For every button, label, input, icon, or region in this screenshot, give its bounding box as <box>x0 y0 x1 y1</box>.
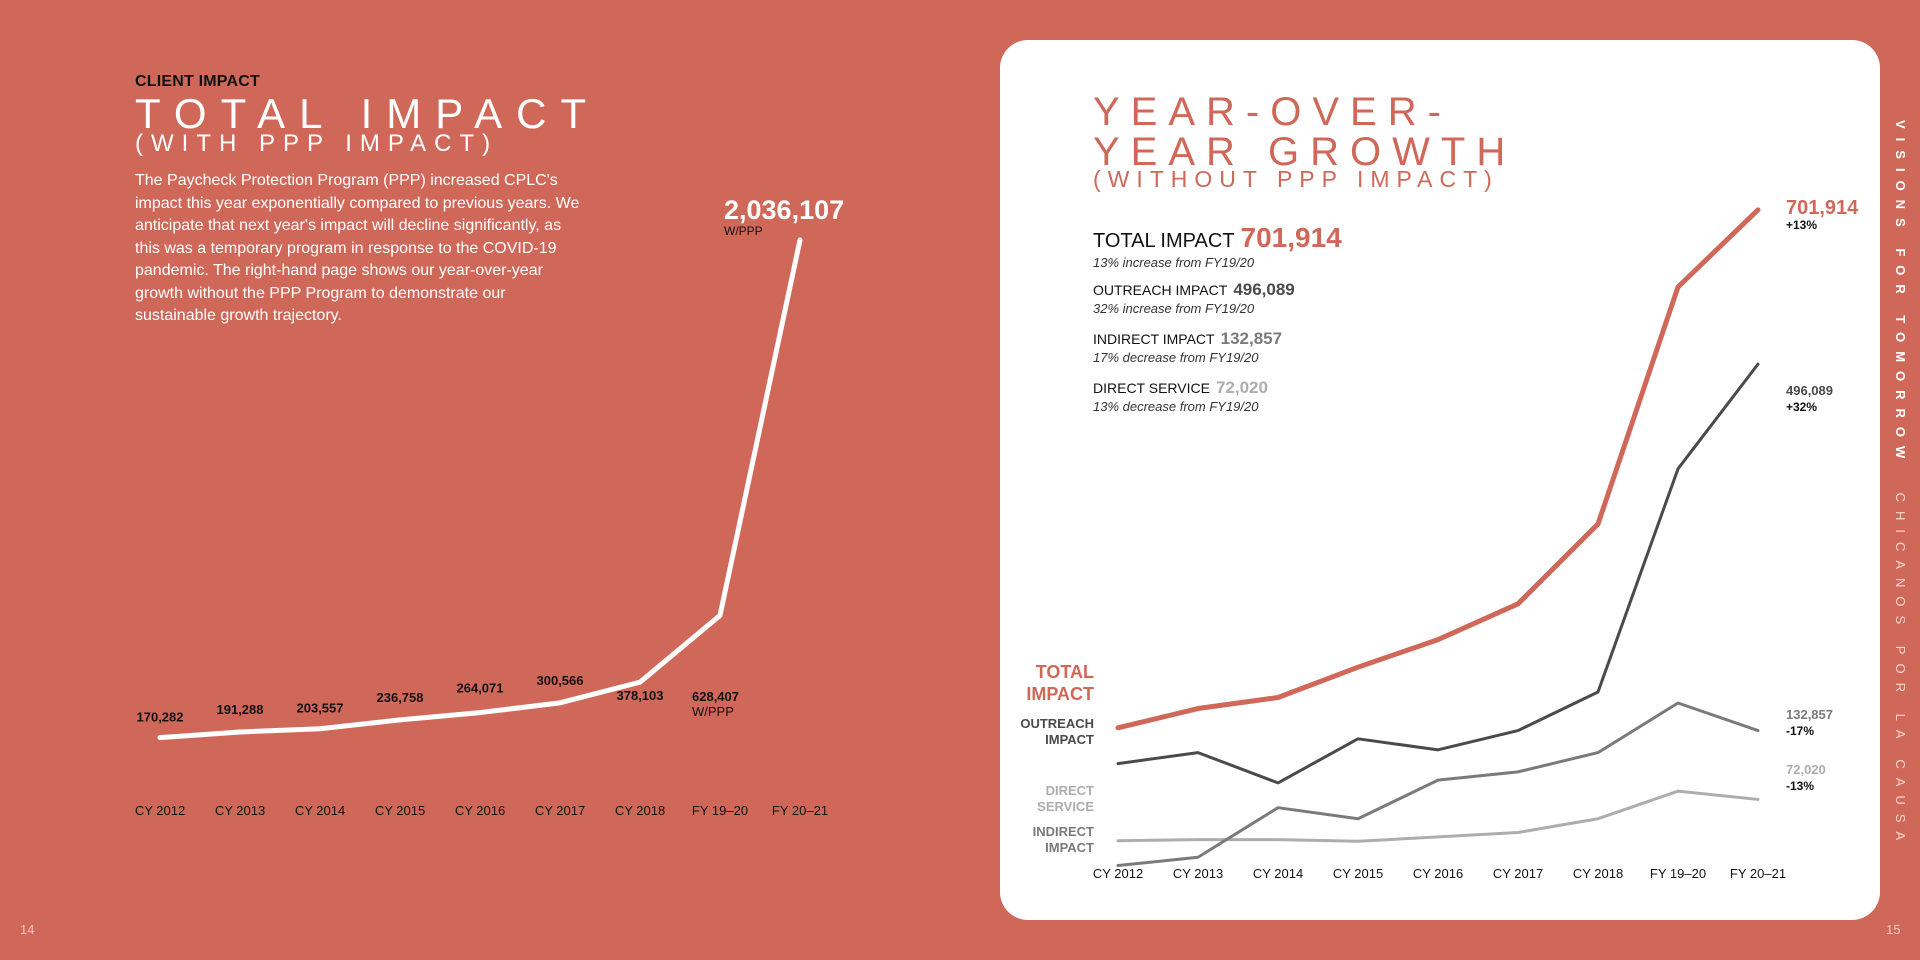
series-label-line: TOTAL <box>1036 662 1094 682</box>
stat-value: 701,914 <box>1240 222 1342 253</box>
page-subtitle: (WITH PPP IMPACT) <box>135 130 499 157</box>
x-tick-label: CY 2017 <box>1493 866 1543 881</box>
side-tagline-bold: VISIONS FOR TOMORROW <box>1893 120 1908 468</box>
total-impact-with-ppp-chart: CY 2012 CY 2013 CY 2014 CY 2015 CY 2016 CY 20… <box>135 195 844 818</box>
series-line <box>1115 207 1761 731</box>
side-tagline-light: CHICANOS POR LA CAUSA <box>1893 492 1908 850</box>
series-label-line: IMPACT <box>1045 840 1094 855</box>
end-value-label: 72,020 <box>1786 762 1826 777</box>
page-number-right: 15 <box>1886 922 1901 937</box>
end-change-label: -13% <box>1786 779 1814 793</box>
data-label-suffix: W/PPP <box>724 224 763 238</box>
growth-title: YEAR-OVER- YEAR GROWTH <box>1093 92 1516 172</box>
data-label: 191,288 <box>217 702 264 717</box>
body-paragraph: The Paycheck Protection Program (PPP) in… <box>135 172 580 324</box>
stat-note: 13% increase from FY19/20 <box>1093 255 1255 270</box>
stat-total-impact: TOTAL IMPACT 701,914 13% increase from FY… <box>1093 222 1342 270</box>
series-line <box>157 237 803 741</box>
data-label: 300,566 <box>537 673 584 688</box>
series-label-line: SERVICE <box>1037 799 1094 814</box>
x-tick-label: FY 19–20 <box>1650 866 1706 881</box>
page-title: TOTAL IMPACT <box>135 90 601 137</box>
x-tick-label: CY 2012 <box>135 803 185 818</box>
series-line <box>1116 362 1760 785</box>
data-label: 628,407 <box>692 689 739 704</box>
side-tagline: VISIONS FOR TOMORROW CHICANOS POR LA CAU… <box>1888 120 1908 860</box>
x-tick-label: CY 2013 <box>1173 866 1223 881</box>
end-value-label: 132,857 <box>1786 707 1833 722</box>
stat-label: INDIRECT IMPACT <box>1093 331 1215 347</box>
x-tick-label: CY 2017 <box>535 803 585 818</box>
stat-value: 132,857 <box>1220 329 1283 348</box>
stat-outreach-impact: OUTREACH IMPACT 496,089 32% increase from… <box>1093 280 1295 316</box>
end-value-label: 701,914 <box>1786 197 1859 219</box>
x-tick-label: CY 2013 <box>215 803 265 818</box>
x-tick-label: CY 2016 <box>1413 866 1463 881</box>
growth-panel <box>1000 40 1880 920</box>
stat-label: OUTREACH IMPACT <box>1093 282 1228 298</box>
data-label: 2,036,107 <box>724 195 844 225</box>
x-tick-label: CY 2015 <box>1333 866 1383 881</box>
x-tick-label: CY 2012 <box>1093 866 1143 881</box>
stat-value: 496,089 <box>1233 280 1295 299</box>
data-label: 170,282 <box>137 710 184 725</box>
end-change-label: +13% <box>1786 218 1817 232</box>
x-tick-label: CY 2018 <box>615 803 665 818</box>
x-tick-label: FY 19–20 <box>692 803 748 818</box>
data-label: 203,557 <box>297 701 344 716</box>
series-label-line: IMPACT <box>1045 732 1094 747</box>
stat-label: TOTAL IMPACT <box>1093 230 1235 252</box>
stat-note: 32% increase from FY19/20 <box>1093 301 1255 316</box>
growth-title-line-2: YEAR GROWTH <box>1093 130 1517 174</box>
stat-note: 13% decrease from FY19/20 <box>1093 399 1259 414</box>
stat-note: 17% decrease from FY19/20 <box>1093 350 1259 365</box>
stat-value: 72,020 <box>1215 378 1268 397</box>
x-tick-label: CY 2015 <box>375 803 425 818</box>
page-number-left: 14 <box>20 922 35 937</box>
stat-indirect-impact: INDIRECT IMPACT 132,857 17% decrease from… <box>1093 329 1282 365</box>
series-label-line: OUTREACH <box>1020 716 1094 731</box>
x-tick-label: CY 2018 <box>1573 866 1623 881</box>
x-tick-label: CY 2016 <box>455 803 505 818</box>
growth-title-line-1: YEAR-OVER- <box>1093 90 1452 134</box>
series-label-line: IMPACT <box>1026 684 1094 704</box>
stat-direct-service: DIRECT SERVICE 72,020 13% decrease from F… <box>1093 378 1268 414</box>
x-tick-label: FY 20–21 <box>1730 866 1786 881</box>
data-label: 264,071 <box>457 681 504 696</box>
series-line <box>1116 701 1760 868</box>
end-value-label: 496,089 <box>1786 383 1833 398</box>
end-change-label: +32% <box>1786 400 1817 414</box>
x-tick-label: CY 2014 <box>295 803 345 818</box>
data-label: 236,758 <box>377 690 424 705</box>
left-page: CLIENT IMPACT TOTAL IMPACT (WITH PPP IMP… <box>20 73 844 937</box>
data-label: 378,103 <box>617 688 664 703</box>
data-label-suffix: W/PPP <box>692 704 734 719</box>
series-line <box>1116 789 1760 843</box>
end-change-label: -17% <box>1786 724 1814 738</box>
section-kicker: CLIENT IMPACT <box>135 73 260 90</box>
series-label-line: DIRECT <box>1046 783 1094 798</box>
x-tick-label: FY 20–21 <box>772 803 828 818</box>
x-tick-label: CY 2014 <box>1253 866 1303 881</box>
stat-label: DIRECT SERVICE <box>1093 380 1210 396</box>
series-label-line: INDIRECT <box>1033 824 1094 839</box>
growth-subtitle: (WITHOUT PPP IMPACT) <box>1093 166 1499 192</box>
